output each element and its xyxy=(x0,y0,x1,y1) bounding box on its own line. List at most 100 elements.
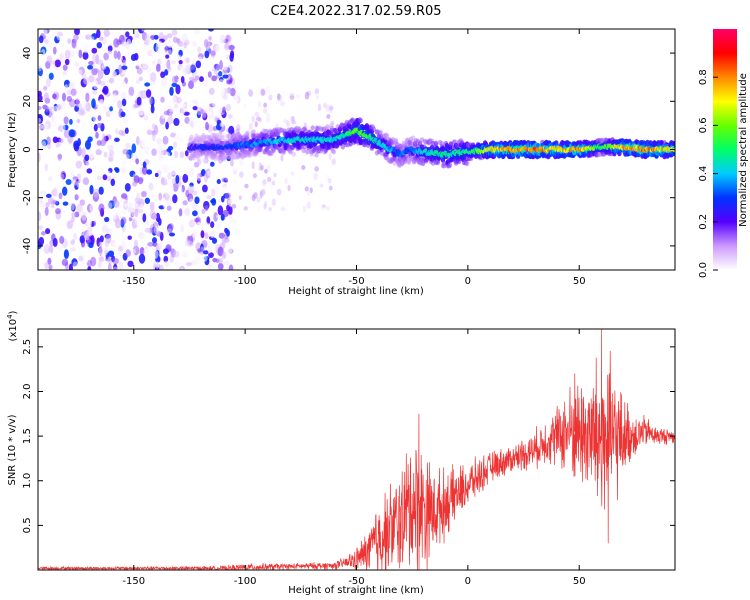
spectrogram-cell xyxy=(162,105,168,112)
spectrogram-x-tick-label: -50 xyxy=(348,276,364,287)
spectrogram-cell xyxy=(139,262,145,270)
spectrogram-cell xyxy=(190,63,196,71)
spectrogram-cell xyxy=(62,70,67,76)
spectrogram-cell xyxy=(153,34,159,40)
spectrogram-cell xyxy=(95,100,101,108)
spectrogram-cell xyxy=(245,136,250,142)
spectrogram-cell xyxy=(152,213,157,220)
spectrogram-cell xyxy=(43,244,50,249)
spectrogram-cell xyxy=(105,170,111,177)
spectrogram-cell xyxy=(192,105,198,111)
spectrogram-cell xyxy=(217,198,222,204)
spectrogram-cell xyxy=(38,65,42,72)
spectrogram-cell xyxy=(40,231,46,236)
spectrogram-cell xyxy=(243,206,248,211)
spectrogram-cell xyxy=(166,205,172,211)
spectrogram-cell xyxy=(198,35,203,43)
spectrogram-cell xyxy=(46,55,53,64)
spectrogram-cell xyxy=(180,103,187,108)
spectrogram-cell xyxy=(44,39,49,44)
spectrogram-cell xyxy=(55,265,60,270)
spectrogram-cell xyxy=(52,237,58,247)
spectrogram-cell xyxy=(166,33,173,39)
spectrogram-cell xyxy=(175,84,181,95)
spectrogram-cell xyxy=(188,80,194,90)
spectrogram-cell xyxy=(167,172,172,180)
spectrogram-cell xyxy=(439,141,445,147)
snr-xlabel: Height of straight line (km) xyxy=(288,585,424,596)
spectrogram-cell xyxy=(102,174,108,181)
spectrogram-cell xyxy=(164,187,170,198)
spectrogram-cell xyxy=(210,229,215,238)
spectrogram-cell xyxy=(76,69,83,76)
spectrogram-cell xyxy=(46,77,51,88)
spectrogram-cell xyxy=(189,198,194,206)
spectrogram-cell xyxy=(331,149,336,155)
spectrogram-cell xyxy=(109,106,114,112)
spectrogram-cell xyxy=(266,176,272,183)
spectrogram-cell xyxy=(134,208,139,218)
spectrogram-cell xyxy=(67,89,72,96)
spectrogram-cell xyxy=(163,260,170,268)
spectrogram-cell xyxy=(64,58,70,66)
spectrogram-cell xyxy=(298,158,303,164)
spectrogram-cell xyxy=(118,129,124,136)
spectrogram-cell xyxy=(218,86,225,97)
spectrogram-cell xyxy=(135,60,142,67)
spectrogram-cell xyxy=(97,261,102,268)
spectrogram-cell xyxy=(328,105,334,111)
spectrogram-cell xyxy=(144,197,151,204)
spectrogram-cell xyxy=(172,194,178,204)
spectrogram-cell xyxy=(95,149,102,156)
spectrogram-cell xyxy=(52,105,59,116)
spectrogram-cell xyxy=(222,95,228,100)
spectrogram-cell xyxy=(184,65,188,75)
spectrogram-cell xyxy=(84,103,89,109)
spectrogram-cell xyxy=(161,77,167,87)
spectrogram-cell xyxy=(97,163,104,173)
spectrogram-cell xyxy=(42,123,49,131)
spectrogram-cell xyxy=(178,60,183,65)
spectrogram-cell xyxy=(153,225,160,235)
spectrogram-cell xyxy=(107,45,113,52)
spectrogram-cell xyxy=(168,184,175,193)
spectrogram-cell xyxy=(169,107,175,113)
spectrogram-cell xyxy=(58,43,65,52)
spectrogram-cell xyxy=(113,58,119,68)
spectrogram-cell xyxy=(210,161,215,167)
spectrogram-cell xyxy=(38,94,43,102)
spectrogram-cell xyxy=(58,220,64,229)
spectrogram-cell xyxy=(231,221,236,229)
spectrogram-cell xyxy=(96,122,102,129)
spectrogram-cell xyxy=(96,229,104,236)
spectrogram-cell xyxy=(107,50,113,55)
spectrogram-cell xyxy=(142,213,147,223)
spectrogram-cell xyxy=(310,125,315,131)
spectrogram-cell xyxy=(68,263,73,270)
spectrogram-cell xyxy=(96,175,102,181)
spectrogram-cell xyxy=(147,49,153,57)
spectrogram-cell xyxy=(302,144,307,150)
spectrogram-cell xyxy=(70,88,77,96)
spectrogram-cell xyxy=(177,40,184,47)
spectrogram-cell xyxy=(113,38,120,48)
spectrogram-cell xyxy=(76,180,83,188)
spectrogram-cell xyxy=(180,75,185,84)
spectrogram-cell xyxy=(190,120,195,128)
spectrogram-cell xyxy=(134,239,138,250)
spectrogram-cell xyxy=(228,264,234,270)
spectrogram-cell xyxy=(223,65,228,71)
spectrogram-cell xyxy=(184,124,191,129)
spectrogram-cell xyxy=(87,153,95,159)
spectrogram-cell xyxy=(175,261,181,267)
spectrogram-cell xyxy=(222,74,229,79)
spectrogram-cell xyxy=(156,137,162,145)
spectrogram-cell xyxy=(197,46,202,54)
spectrogram-cell xyxy=(40,190,47,196)
spectrogram-cell xyxy=(43,29,48,37)
spectrogram-cell xyxy=(91,220,97,227)
spectrogram-cell xyxy=(112,93,118,103)
spectrogram-cell xyxy=(175,174,180,184)
spectrogram-cell xyxy=(178,208,183,217)
spectrogram-cell xyxy=(233,179,237,185)
